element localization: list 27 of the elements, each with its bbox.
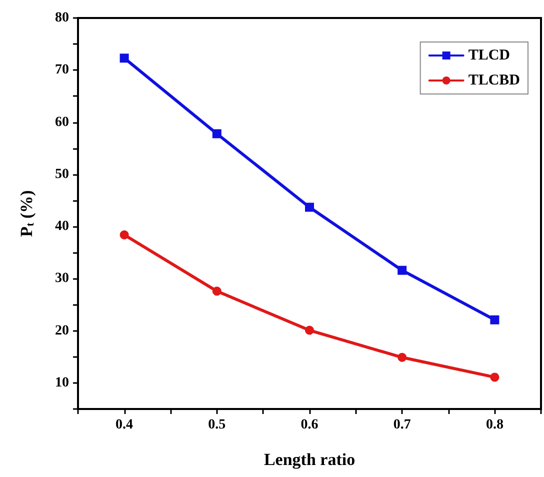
- y-tick-label: 70: [55, 62, 69, 78]
- x-axis-title: Length ratio: [264, 450, 356, 469]
- point: [212, 129, 222, 138]
- point: [305, 326, 314, 335]
- point: [212, 286, 222, 296]
- y-tick-label: 10: [55, 375, 69, 390]
- y-tick-label: 50: [55, 166, 69, 182]
- point: [398, 266, 407, 275]
- y-tick-label: 80: [55, 10, 69, 26]
- legend-label: TLCD: [468, 48, 510, 64]
- x-tick-label: 0.4: [116, 418, 134, 432]
- y-tick-label: 40: [55, 219, 69, 234]
- legend-label: TLCBD: [468, 72, 520, 88]
- point: [120, 54, 129, 63]
- point: [120, 230, 129, 240]
- point: [398, 352, 407, 362]
- y-tick-label: 20: [55, 323, 69, 338]
- y-tick-label: 60: [55, 114, 69, 130]
- x-tick-label: 0.5: [208, 418, 226, 432]
- y-axis-title: Pt (%): [17, 190, 36, 237]
- point: [490, 315, 500, 324]
- point: [305, 202, 314, 212]
- x-tick-label: 0.6: [300, 418, 318, 432]
- x-tick-label: 0.8: [486, 418, 504, 432]
- y-tick-label: 30: [55, 271, 69, 286]
- point: [490, 372, 500, 382]
- x-tick-label: 0.7: [393, 418, 411, 432]
